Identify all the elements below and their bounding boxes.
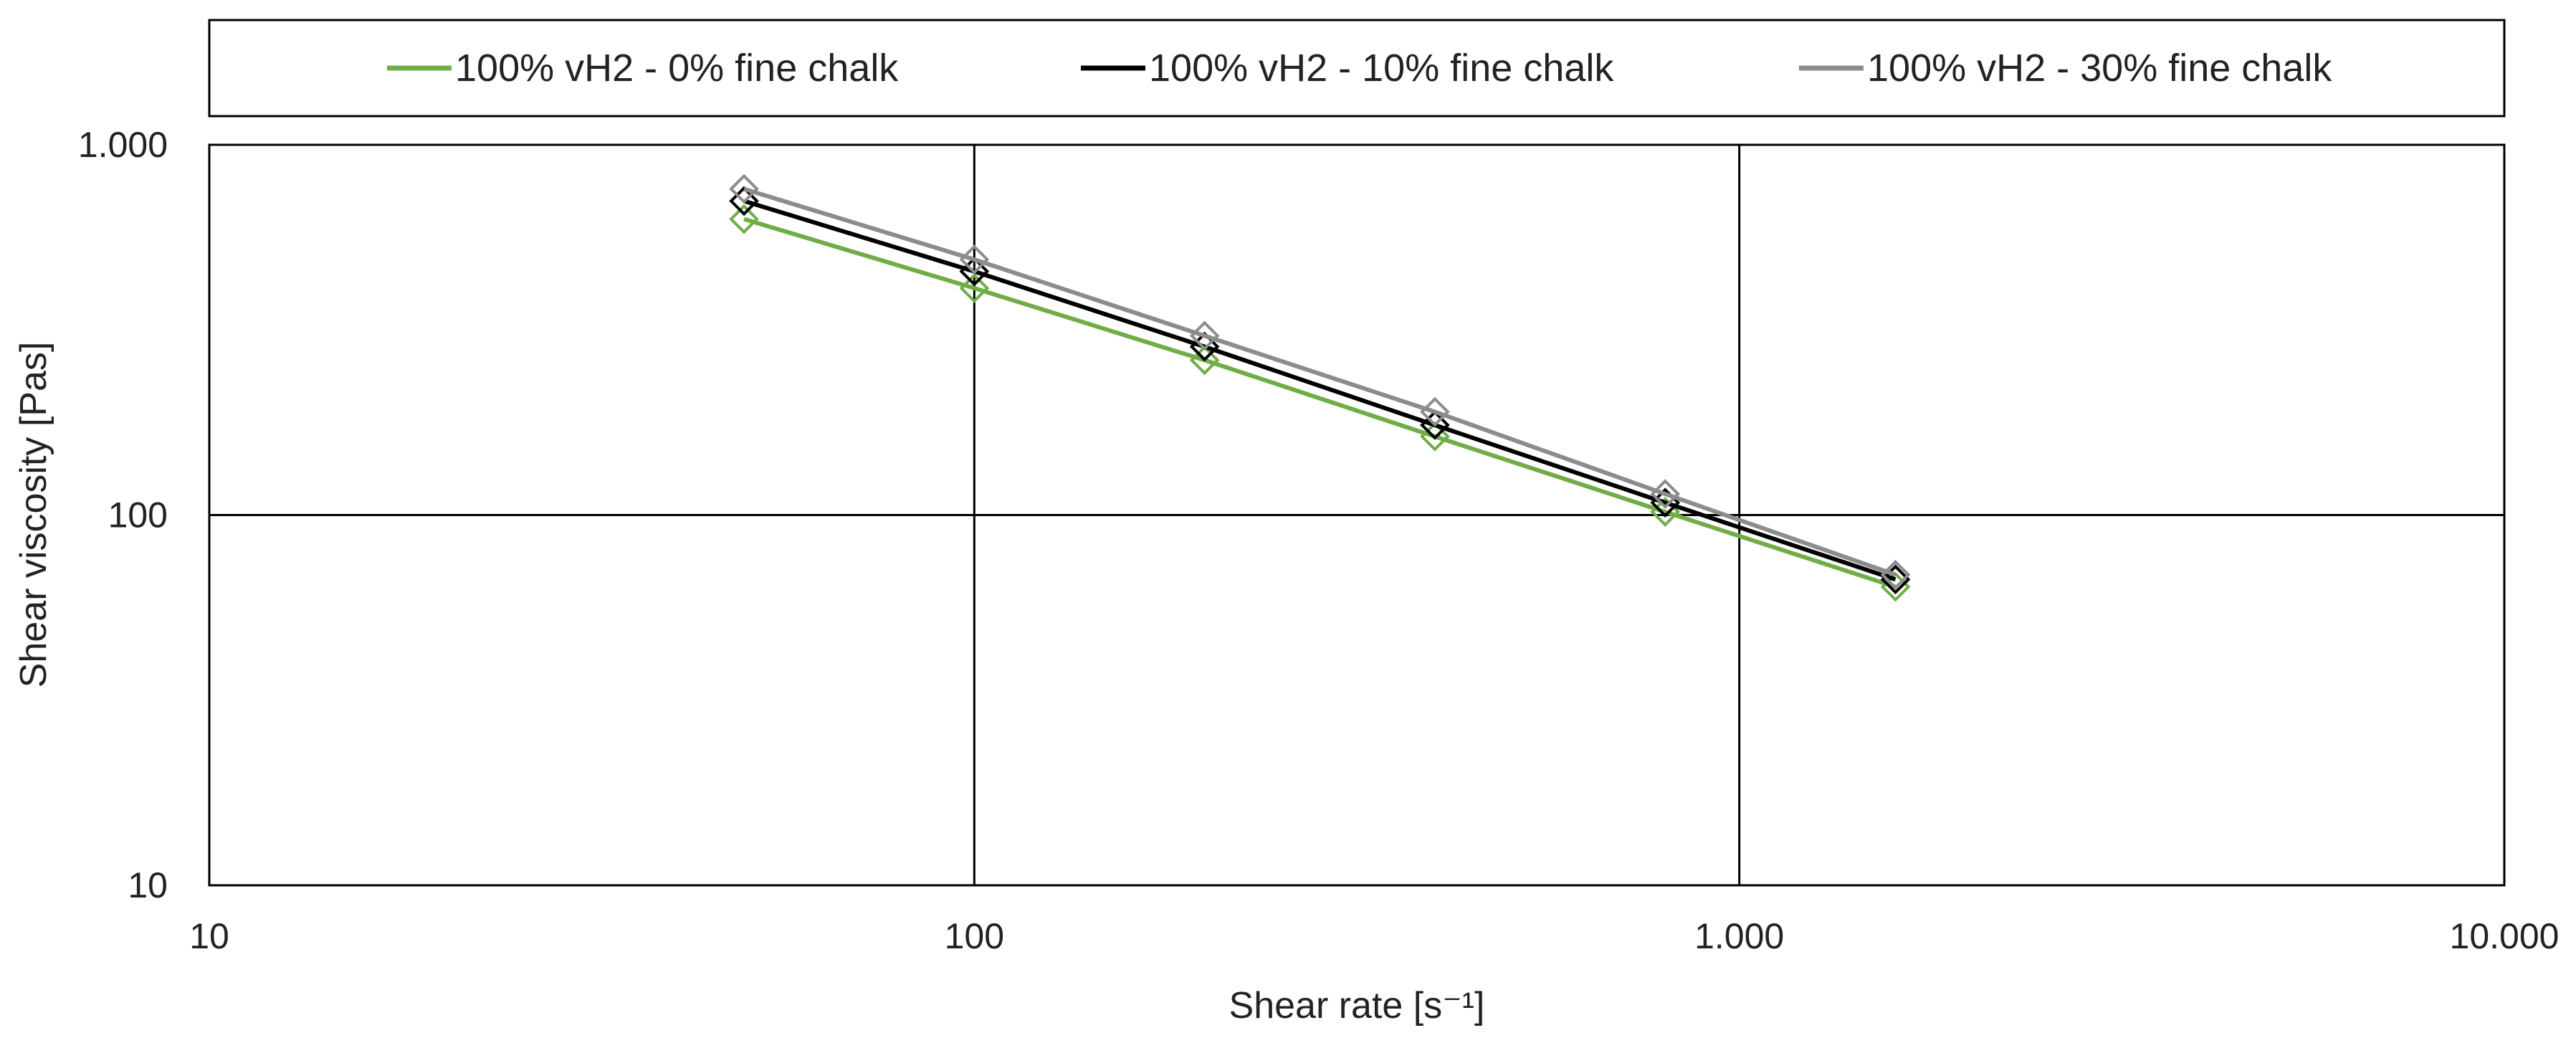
data-point — [729, 204, 759, 234]
data-point — [1189, 320, 1220, 351]
data-point — [1189, 345, 1220, 376]
data-point — [729, 173, 759, 204]
series-1 — [729, 204, 1911, 602]
legend: 100% vH2 - 0% fine chalk 100% vH2 - 10% f… — [208, 19, 2506, 118]
x-tick-labels: 10 100 1.000 10.000 — [189, 916, 2559, 956]
legend-item: 100% vH2 - 30% fine chalk — [1799, 47, 2332, 90]
data-point — [1650, 479, 1681, 509]
series-2 — [729, 186, 1911, 595]
legend-item: 100% vH2 - 0% fine chalk — [387, 47, 899, 90]
series-layer — [729, 173, 1911, 602]
data-point — [1880, 564, 1911, 595]
series-line — [743, 216, 1897, 589]
series-line — [743, 186, 1897, 577]
x-axis-title: Shear rate [s⁻¹] — [1229, 985, 1485, 1027]
legend-label: 100% vH2 - 10% fine chalk — [1149, 47, 1614, 90]
data-point — [959, 273, 990, 303]
x-tick-label: 10.000 — [2450, 916, 2560, 956]
x-tick-label: 10 — [189, 916, 229, 956]
data-point — [1420, 396, 1450, 427]
legend-label: 100% vH2 - 0% fine chalk — [455, 47, 899, 90]
legend-label: 100% vH2 - 30% fine chalk — [1867, 47, 2332, 90]
y-tick-label: 10 — [128, 865, 168, 905]
data-point — [959, 256, 990, 287]
series-line — [743, 199, 1897, 582]
x-tick-label: 1.000 — [1694, 916, 1784, 956]
data-point — [1420, 410, 1450, 440]
x-tick-label: 100 — [945, 916, 1004, 956]
y-tick-labels: 10 100 1.000 — [78, 125, 168, 905]
data-point — [729, 186, 759, 216]
data-point — [1420, 422, 1450, 452]
legend-items: 100% vH2 - 0% fine chalk 100% vH2 - 10% f… — [387, 47, 2332, 90]
data-point — [959, 244, 990, 275]
legend-frame — [208, 19, 2506, 118]
data-point — [1189, 331, 1220, 362]
gridlines — [208, 143, 2506, 887]
y-tick-label: 100 — [108, 495, 168, 535]
y-axis-title: Shear viscosity [Pas] — [13, 342, 54, 688]
series-3 — [729, 173, 1911, 590]
plot-area — [208, 143, 2506, 887]
legend-item: 100% vH2 - 10% fine chalk — [1081, 47, 1614, 90]
data-point — [1880, 559, 1911, 590]
y-tick-label: 1.000 — [78, 125, 168, 165]
